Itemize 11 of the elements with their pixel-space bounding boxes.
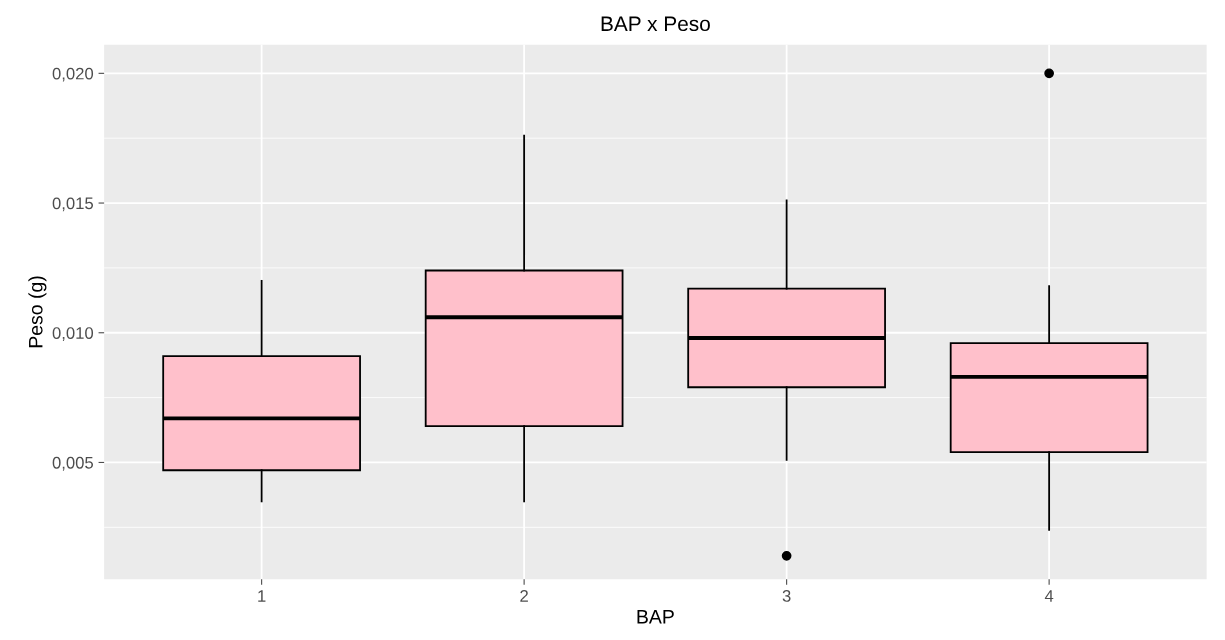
chart-title: BAP x Peso [601,16,710,32]
x-tick-label: 4 [1044,590,1054,602]
y-tick-label: 0,020 [52,67,94,82]
x-tick-label: 3 [782,590,791,602]
x-tick-label: 1 [258,590,266,602]
y-tick-label: 0,005 [52,456,94,471]
y-tick-label: 0,015 [52,197,94,212]
x-tick-label: 2 [520,590,528,602]
y-tick-label: 0,010 [52,327,94,341]
x-axis-title: BAP [637,610,674,624]
y-axis-title: Peso (g) [28,276,47,348]
